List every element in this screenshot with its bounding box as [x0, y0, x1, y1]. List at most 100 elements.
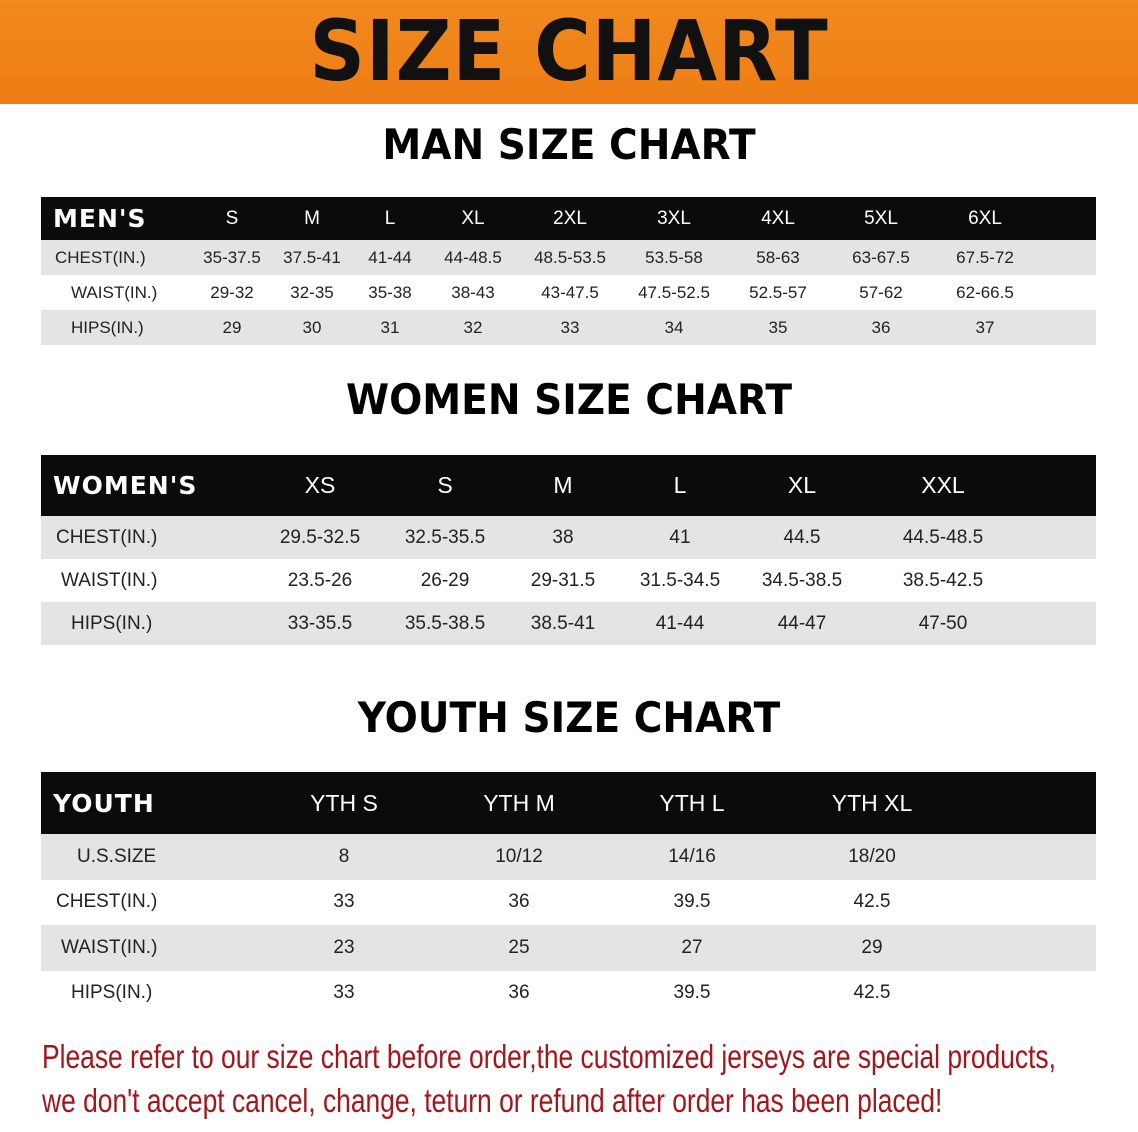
- size-header: XL: [787, 472, 817, 498]
- table-cell: 32-35: [290, 282, 334, 302]
- table-cell: 29-32: [210, 282, 254, 302]
- table-header-row: YOUTH YTH S YTH M YTH L YTH XL: [41, 772, 1096, 834]
- table-cell: 36: [508, 891, 530, 913]
- table-row: WAIST(IN.) 23 25 27 29: [41, 925, 1096, 971]
- table-cell: 36: [508, 982, 530, 1004]
- table-cell: 33: [333, 982, 355, 1004]
- table-cell: 25: [508, 936, 530, 958]
- header-label: YOUTH: [53, 788, 155, 818]
- table-cell: 43-47.5: [541, 282, 599, 302]
- table-cell: 23.5-26: [287, 569, 353, 591]
- table-cell: 33-35.5: [287, 612, 353, 634]
- table-cell: 53.5-58: [645, 247, 703, 267]
- size-header: S: [437, 472, 453, 498]
- table-cell: 35.5-38.5: [404, 612, 486, 634]
- table-cell: 8: [338, 845, 350, 867]
- table-cell: 44.5: [783, 526, 821, 548]
- table-cell: 38: [552, 526, 574, 548]
- size-header: 2XL: [553, 207, 587, 229]
- table-row: HIPS(IN.) 33 36 39.5 42.5: [41, 971, 1096, 1017]
- table-cell: 38.5-42.5: [902, 569, 984, 591]
- women-section-title: WOMEN SIZE CHART: [346, 375, 792, 424]
- table-cell: 41-44: [655, 612, 705, 634]
- table-cell: 29: [222, 317, 242, 337]
- table-cell: 36: [871, 317, 891, 337]
- table-cell: 48.5-53.5: [534, 247, 606, 267]
- table-cell: 41: [669, 526, 691, 548]
- table-cell: 42.5: [853, 982, 891, 1004]
- table-cell: 34: [664, 317, 684, 337]
- size-header: L: [673, 472, 687, 498]
- row-label: WAIST(IN.): [71, 282, 158, 302]
- size-header: 4XL: [761, 207, 795, 229]
- table-cell: 23: [333, 936, 355, 958]
- men-size-table: MEN'S S M L XL 2XL 3XL 4XL 5XL 6XL CHEST(IN.) 35-37…: [41, 197, 1096, 345]
- table-row: CHEST(IN.) 33 36 39.5 42.5: [41, 880, 1096, 926]
- table-cell: 26-29: [420, 569, 470, 591]
- table-cell: 34.5-38.5: [761, 569, 843, 591]
- table-cell: 42.5: [853, 891, 891, 913]
- table-cell: 35-38: [368, 282, 412, 302]
- youth-section-title: YOUTH SIZE CHART: [357, 693, 781, 742]
- table-cell: 62-66.5: [956, 282, 1014, 302]
- table-cell: 32: [463, 317, 483, 337]
- size-header: XS: [304, 472, 336, 498]
- row-label: CHEST(IN.): [55, 247, 146, 267]
- women-size-table: WOMEN'S XS S M L XL XXL CHEST(IN.) 29.5-32.5 32.5…: [41, 455, 1096, 645]
- header-label: WOMEN'S: [53, 471, 198, 500]
- table-row: CHEST(IN.) 35-37.5 37.5-41 41-44 44-48.5 48.5…: [41, 240, 1096, 275]
- table-cell: 52.5-57: [749, 282, 807, 302]
- table-cell: 33: [560, 317, 580, 337]
- banner: SIZE CHART: [0, 0, 1138, 104]
- table-row: HIPS(IN.) 33-35.5 35.5-38.5 38.5-41 41-44 44-…: [41, 602, 1096, 645]
- table-cell: 39.5: [673, 982, 711, 1004]
- table-cell: 18/20: [848, 845, 896, 867]
- header-label: MEN'S: [53, 204, 147, 233]
- table-cell: 58-63: [756, 247, 800, 267]
- table-cell: 29.5-32.5: [279, 526, 361, 548]
- table-cell: 57-62: [859, 282, 903, 302]
- table-cell: 32.5-35.5: [404, 526, 486, 548]
- table-cell: 44.5-48.5: [902, 526, 984, 548]
- row-label: WAIST(IN.): [61, 936, 158, 958]
- table-cell: 44-47: [777, 612, 827, 634]
- table-cell: 29: [861, 936, 883, 958]
- row-label: HIPS(IN.): [71, 317, 144, 337]
- banner-title: SIZE CHART: [309, 2, 829, 100]
- table-cell: 35: [768, 317, 788, 337]
- size-header: 5XL: [864, 207, 898, 229]
- size-header: YTH L: [659, 789, 725, 816]
- table-cell: 38.5-41: [530, 612, 596, 634]
- row-label: U.S.SIZE: [77, 845, 157, 867]
- table-cell: 44-48.5: [444, 247, 502, 267]
- table-cell: 63-67.5: [852, 247, 910, 267]
- table-cell: 67.5-72: [956, 247, 1014, 267]
- table-cell: 47-50: [918, 612, 968, 634]
- table-cell: 31.5-34.5: [639, 569, 721, 591]
- size-header: YTH XL: [831, 789, 913, 816]
- size-header: L: [384, 207, 396, 229]
- row-label: CHEST(IN.): [56, 526, 158, 548]
- size-header: M: [553, 472, 573, 498]
- notice-line-1: Please refer to our size chart before or…: [42, 1038, 1056, 1075]
- table-cell: 39.5: [673, 891, 711, 913]
- table-row: U.S.SIZE 8 10/12 14/16 18/20: [41, 834, 1096, 880]
- men-section-title: MAN SIZE CHART: [382, 120, 756, 169]
- table-cell: 10/12: [495, 845, 543, 867]
- size-header: YTH M: [483, 789, 555, 816]
- table-cell: 38-43: [451, 282, 495, 302]
- size-header: XXL: [921, 472, 965, 498]
- table-row: HIPS(IN.) 29 30 31 32 33 34 35 36 37: [41, 310, 1096, 345]
- table-cell: 37.5-41: [283, 247, 341, 267]
- youth-size-table: YOUTH YTH S YTH M YTH L YTH XL U.S.SIZE 8 10/12…: [41, 772, 1096, 1015]
- table-header-row: MEN'S S M L XL 2XL 3XL 4XL 5XL 6XL: [41, 197, 1096, 240]
- table-cell: 14/16: [668, 845, 716, 867]
- table-cell: 27: [681, 936, 703, 958]
- row-label: WAIST(IN.): [61, 569, 158, 591]
- size-header: S: [225, 207, 239, 229]
- table-cell: 30: [302, 317, 322, 337]
- table-cell: 47.5-52.5: [638, 282, 710, 302]
- table-cell: 35-37.5: [203, 247, 261, 267]
- size-header: 6XL: [968, 207, 1002, 229]
- size-header: 3XL: [657, 207, 691, 229]
